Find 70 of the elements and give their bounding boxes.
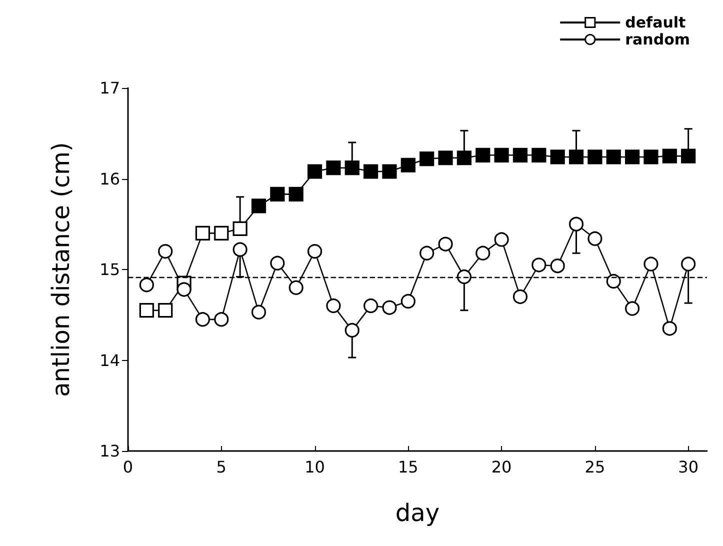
point [288,186,304,202]
point [644,150,658,164]
point [532,148,546,162]
x-axis-title: day [395,499,440,527]
point [232,242,248,257]
point [494,232,509,247]
point [251,304,266,320]
y-tick-label: 17 [100,78,120,98]
y-axis-title: antlion distance (cm) [47,142,75,397]
point [251,198,266,214]
point [606,150,621,164]
point [568,216,584,232]
point [606,274,621,289]
legend-label: random [625,30,690,48]
point [681,148,696,164]
point [364,164,378,179]
x-tick-label: 10 [304,458,325,476]
point [158,244,173,259]
point [344,323,360,338]
x-tick-label: 30 [678,458,698,476]
point [662,148,677,164]
point [681,256,696,272]
y-tick-label: 13 [100,442,120,460]
point [288,280,304,295]
point [420,151,434,166]
point [400,294,416,309]
x-tick-label: 15 [398,458,418,476]
x-tick-label: 20 [491,458,512,476]
point [568,150,584,164]
point [382,164,397,179]
point [307,244,322,259]
point [625,301,640,316]
point [270,186,285,202]
point [364,298,378,314]
point [400,158,416,172]
x-tick-label: 5 [216,458,226,476]
y-tick-label: 14 [100,350,120,370]
point [456,269,472,284]
point [176,282,192,297]
point [532,258,546,272]
y-tick-label: 15 [100,260,120,279]
point [344,160,360,176]
point [550,150,565,164]
point [476,148,490,162]
point [438,236,453,252]
point [512,289,528,304]
point [270,256,285,270]
point [307,164,322,179]
point [588,231,602,246]
point [326,160,341,176]
point [588,150,602,164]
x-tick-label: 0 [122,458,134,476]
y-tick-label: 16 [100,169,120,188]
point [644,256,658,272]
point [438,150,453,166]
point [624,150,640,164]
point [456,150,472,166]
x-tick-label: 25 [584,458,606,476]
point [420,246,434,260]
point [476,246,490,260]
point [512,148,528,162]
point [326,298,341,314]
point [382,300,397,315]
point [662,321,677,336]
point [214,312,229,327]
point [139,278,154,292]
legend-label: default [625,14,686,32]
point [195,312,210,327]
point [550,258,565,274]
point [494,148,509,162]
